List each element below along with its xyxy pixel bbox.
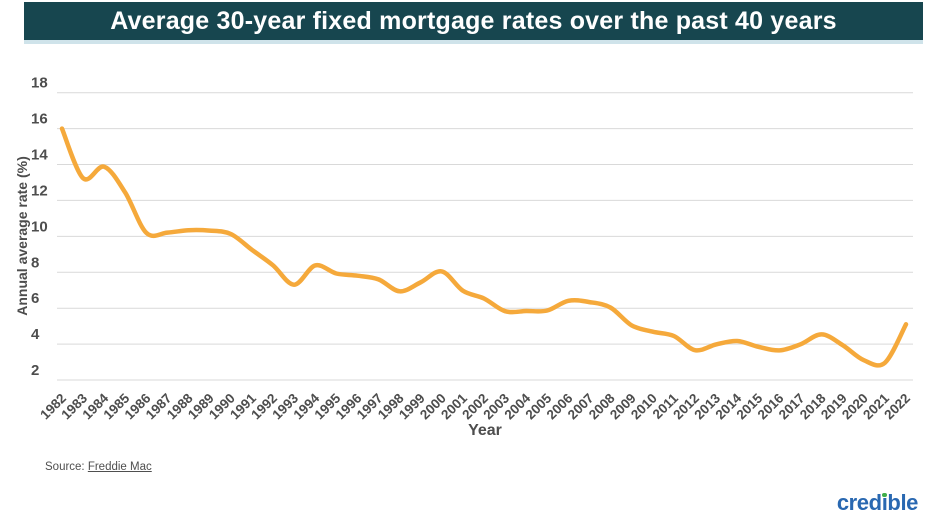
rate-line-series [59,126,909,368]
source-note: Source: Freddie Mac [45,461,152,473]
y-tick-label: 2 [31,362,39,379]
x-axis-title: Year [468,422,502,439]
y-tick-label: 16 [31,111,48,128]
logo-text-right: ble [887,490,918,515]
source-prefix: Source: [45,461,88,473]
credible-logo: credı ble [836,490,919,516]
page-title: Average 30-year fixed mortgage rates ove… [110,6,837,35]
y-tick-label: 10 [31,218,48,235]
title-banner: Average 30-year fixed mortgage rates ove… [24,2,923,44]
y-tick-label: 14 [31,147,48,164]
logo-text-left: cred [836,490,882,515]
y-tick-label: 6 [31,290,39,307]
y-tick-label: 18 [31,75,48,92]
y-tick-label: 8 [31,254,39,271]
y-tick-label: 12 [31,182,48,199]
y-axis-title: Annual average rate (%) [14,156,30,316]
y-tick-label: 4 [31,326,40,343]
logo-letter-i: ı [881,490,888,515]
green-dot-icon [882,492,887,497]
source-link[interactable]: Freddie Mac [87,461,152,473]
